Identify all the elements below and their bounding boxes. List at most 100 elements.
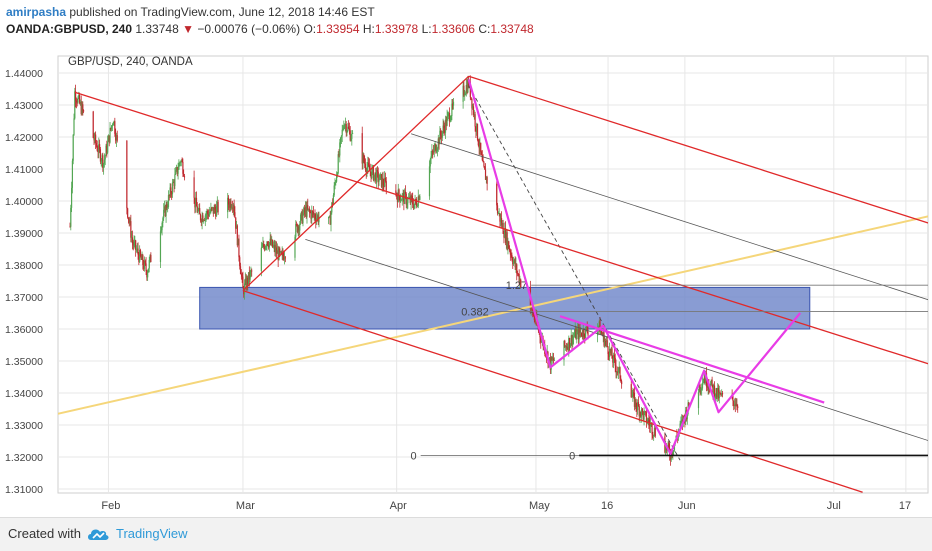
tradingview-brand-link[interactable]: TradingView xyxy=(116,526,188,541)
candle-body xyxy=(171,193,173,195)
candle-body xyxy=(428,166,431,197)
candle-body xyxy=(364,163,367,170)
y-tick-label: 1.40000 xyxy=(5,196,43,208)
candle-body xyxy=(136,248,138,250)
candle-body xyxy=(717,388,719,398)
candle-body xyxy=(375,172,377,183)
candle-body xyxy=(605,340,608,342)
candle-body xyxy=(570,335,572,344)
candle-body xyxy=(405,193,407,205)
candle-body xyxy=(707,385,709,388)
candle-body xyxy=(516,273,519,275)
candle-body xyxy=(227,197,229,213)
high-label: H: xyxy=(362,22,375,36)
candle-body xyxy=(698,384,700,393)
candle-body xyxy=(284,257,286,259)
candle-body xyxy=(215,209,217,217)
candle-body xyxy=(436,148,439,151)
candle-body xyxy=(621,381,623,385)
symbol-line: OANDA:GBPUSD, 240 1.33748 ▼ −0.00076 (−0… xyxy=(6,22,534,36)
candle-body xyxy=(135,249,138,251)
candle-body xyxy=(444,127,446,133)
candle-body xyxy=(336,175,338,182)
candle-body xyxy=(470,97,472,99)
candle-body xyxy=(483,162,485,167)
candle-body xyxy=(111,125,114,127)
candle-body xyxy=(203,220,205,222)
candle-body xyxy=(653,427,656,436)
candle-body xyxy=(440,130,442,136)
red-channel-lower xyxy=(242,289,863,493)
tradingview-cloud-icon[interactable] xyxy=(86,526,110,542)
candle-body xyxy=(175,170,177,175)
candle-body xyxy=(295,224,298,225)
candle-body xyxy=(348,128,351,131)
candle-body xyxy=(433,147,435,153)
candle-body xyxy=(614,357,616,366)
candle-body xyxy=(233,204,235,213)
chart-title: GBP/USD, 240, OANDA xyxy=(68,56,193,68)
candle-body xyxy=(653,435,655,436)
candle-body xyxy=(580,332,582,334)
candle-body xyxy=(94,134,96,141)
candle-body xyxy=(384,177,386,187)
candle-body xyxy=(641,408,643,417)
candle-body xyxy=(649,423,652,427)
candle-body xyxy=(643,411,645,420)
candle-body xyxy=(347,126,349,132)
candle-body xyxy=(172,181,174,183)
candle-body xyxy=(196,206,198,213)
candle-body xyxy=(540,337,542,342)
candle-body xyxy=(597,326,600,329)
candle-body xyxy=(361,133,363,164)
candle-body xyxy=(273,244,275,246)
candle-body xyxy=(416,206,419,207)
published-text: published on TradingView.com, June 12, 2… xyxy=(69,5,375,19)
candle-body xyxy=(600,330,602,335)
candle-body xyxy=(263,243,265,247)
candle-body xyxy=(496,183,498,206)
dashed-diagonal xyxy=(468,85,681,461)
candle-body xyxy=(718,392,720,399)
candle-body xyxy=(168,195,170,197)
candle-body xyxy=(333,185,335,196)
candle-body xyxy=(109,127,111,143)
chart-header: amirpasha published on TradingView.com, … xyxy=(0,0,932,42)
author-link[interactable]: amirpasha xyxy=(6,5,67,19)
candle-body xyxy=(654,427,656,437)
candle-body xyxy=(478,145,480,149)
price-chart[interactable]: 1.44000 1.43000 1.42000 1.41000 1.40000 1.390… xyxy=(0,44,932,517)
candle-body xyxy=(174,174,176,186)
candle-body xyxy=(683,415,685,418)
candle-body xyxy=(92,111,94,138)
y-tick-label: 1.37000 xyxy=(5,292,43,304)
candle-body xyxy=(506,232,508,249)
candle-body xyxy=(251,270,253,272)
candle-body xyxy=(612,358,614,363)
candle-body xyxy=(199,208,201,215)
candle-body xyxy=(264,246,266,250)
candle-body xyxy=(212,207,214,214)
candle-body xyxy=(272,245,274,248)
candle-body xyxy=(279,251,282,253)
candle-body xyxy=(239,266,242,275)
candle-body xyxy=(365,169,367,173)
candle-body xyxy=(213,206,215,214)
candle-body xyxy=(582,329,584,337)
candle-body xyxy=(605,341,607,342)
candle-body xyxy=(111,125,113,130)
candle-body xyxy=(79,101,82,104)
candle-body xyxy=(452,101,455,106)
down-arrow-icon: ▼ xyxy=(182,22,194,36)
candle-body xyxy=(372,166,375,181)
candle-body xyxy=(207,211,209,214)
candle-body xyxy=(673,450,675,452)
y-tick-label: 1.41000 xyxy=(5,164,43,176)
candle-body xyxy=(295,224,297,237)
candle-body xyxy=(175,167,178,171)
candle-body xyxy=(232,204,234,209)
candle-body xyxy=(484,169,487,180)
candle-body xyxy=(373,174,375,181)
candle-body xyxy=(512,260,514,265)
y-tick-label: 1.34000 xyxy=(5,388,43,400)
